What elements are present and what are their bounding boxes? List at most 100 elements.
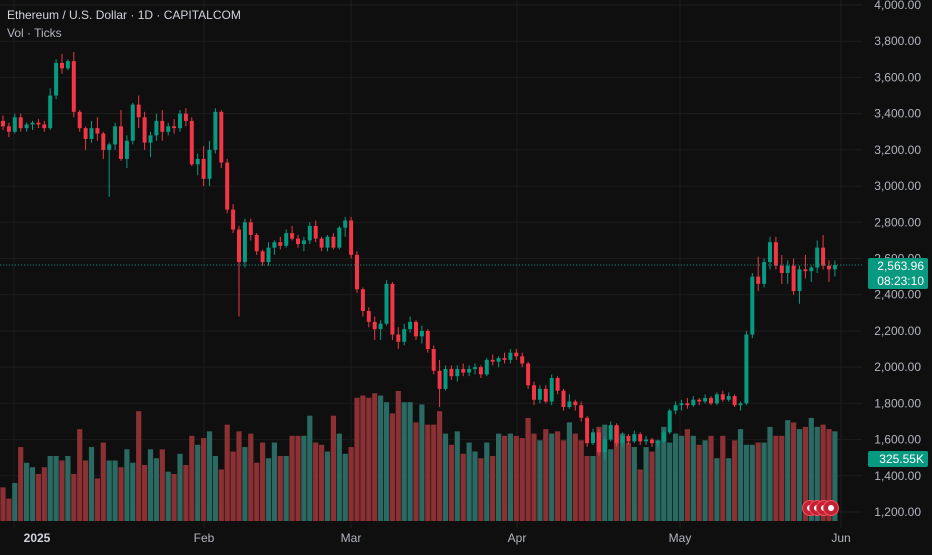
us-flag-event-icon[interactable] xyxy=(823,500,839,516)
time-tick-label: Apr xyxy=(508,531,527,545)
candle xyxy=(272,240,277,255)
candle-body xyxy=(797,269,802,292)
volume-bar xyxy=(383,402,390,521)
volume-bar xyxy=(88,447,95,521)
candle xyxy=(567,394,572,409)
candle xyxy=(290,225,295,241)
time-axis[interactable]: 2025 Feb Mar Apr May Jun xyxy=(24,531,851,545)
candle-body xyxy=(768,242,772,263)
candle-body xyxy=(461,368,466,373)
volume-bar xyxy=(236,431,242,521)
volume-bar xyxy=(295,435,301,521)
candle xyxy=(579,401,584,422)
candle xyxy=(396,327,401,350)
candle-body xyxy=(827,265,831,270)
candle xyxy=(54,59,59,100)
candle xyxy=(543,385,548,404)
candle xyxy=(83,126,88,150)
candle xyxy=(24,122,29,132)
volume-bar xyxy=(684,429,690,521)
candle-body xyxy=(396,334,401,342)
candle xyxy=(585,416,590,447)
volume-bar xyxy=(779,435,785,521)
price-tick-label: 3,600.00 xyxy=(874,70,921,84)
candle xyxy=(414,320,418,340)
candle xyxy=(815,240,820,273)
candle-body xyxy=(555,378,560,391)
candle-body xyxy=(650,439,654,444)
candle xyxy=(726,392,731,402)
candle-body xyxy=(83,128,88,139)
candle-body xyxy=(248,222,253,235)
volume-bar xyxy=(100,442,106,521)
candle xyxy=(602,435,607,460)
candle xyxy=(697,397,702,406)
symbol-legend[interactable]: Ethereum / U.S. Dollar · 1D · CAPITALCOM… xyxy=(7,8,241,41)
time-tick-label: 2025 xyxy=(24,531,51,545)
candle xyxy=(785,260,790,284)
volume-bar xyxy=(466,442,472,521)
candle xyxy=(166,122,171,136)
volume-bar xyxy=(578,440,584,521)
volume-bar xyxy=(649,451,655,521)
candle xyxy=(514,349,519,360)
candle xyxy=(278,236,283,250)
volume-indicator-title[interactable]: Vol · Ticks xyxy=(7,26,62,40)
candle-body xyxy=(832,265,837,270)
candle-body xyxy=(614,425,619,444)
volume-bar xyxy=(360,395,366,521)
candle-body xyxy=(42,124,47,129)
volume-bars xyxy=(0,391,838,521)
volume-bar xyxy=(442,433,449,521)
candle-body xyxy=(1,120,5,127)
candle-body xyxy=(732,396,737,406)
candle xyxy=(685,397,690,409)
candle-body xyxy=(142,117,147,143)
volume-bar xyxy=(737,429,744,521)
candle xyxy=(124,135,129,168)
bar-countdown-label: 08:23:10 xyxy=(868,274,928,289)
time-tick-label: May xyxy=(669,531,692,545)
candle-body xyxy=(762,262,767,284)
volume-bar xyxy=(195,444,201,521)
candle-body xyxy=(278,242,283,246)
volume-bar xyxy=(655,440,661,521)
candle-body xyxy=(189,120,194,165)
volume-bar xyxy=(401,402,407,521)
candle xyxy=(384,280,389,326)
candle xyxy=(225,158,230,214)
candle-body xyxy=(585,417,590,444)
volume-bar xyxy=(24,462,30,521)
candle xyxy=(107,142,112,197)
candle xyxy=(508,349,513,364)
volume-bar xyxy=(153,458,159,521)
candle-body xyxy=(290,233,295,239)
candle-body xyxy=(455,368,460,377)
candle xyxy=(832,260,837,277)
candle-body xyxy=(402,329,407,342)
candle-body xyxy=(419,330,424,337)
volume-bar xyxy=(289,435,295,521)
volume-bar xyxy=(224,424,230,521)
candle-body xyxy=(266,247,271,263)
candle-body xyxy=(561,390,566,407)
candle xyxy=(555,376,560,395)
candle-body xyxy=(119,126,123,159)
symbol-title[interactable]: Ethereum / U.S. Dollar · 1D · CAPITALCOM xyxy=(7,8,241,22)
candle-body xyxy=(661,432,666,442)
volume-bar xyxy=(271,442,277,521)
economic-events[interactable] xyxy=(802,500,844,518)
candle xyxy=(720,390,725,402)
candle-body xyxy=(36,122,41,125)
candle xyxy=(502,352,507,364)
volume-bar xyxy=(673,433,679,521)
candle-body xyxy=(667,410,672,433)
candle xyxy=(608,421,613,442)
volume-bar xyxy=(53,456,59,521)
volume-bar xyxy=(802,426,808,521)
candle xyxy=(242,218,247,268)
candle-body xyxy=(685,403,690,406)
candle xyxy=(762,258,767,288)
